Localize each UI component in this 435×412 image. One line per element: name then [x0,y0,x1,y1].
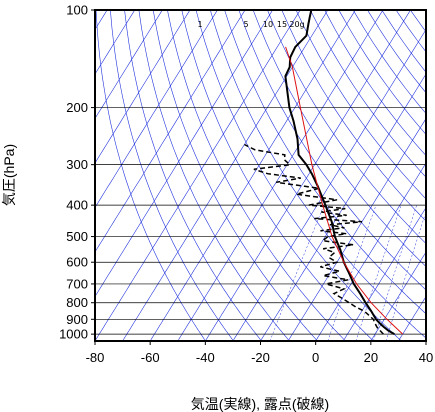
x-tick-label: 20 [364,350,378,365]
dry-adiabat-line [281,10,426,222]
isotherm-line [260,73,426,341]
dry-adiabat-line [295,10,426,200]
isotherm-line [95,10,246,253]
dry-adiabat-line [352,10,426,114]
mixing-ratio-label: 5 [243,20,248,29]
isotherm-line [177,10,384,341]
tick-layer: -80 -60 -40 -20 0 20 40 100 200 300 400 500 600 700 80… [59,3,433,366]
y-axis-title: 気圧(hPa) [1,144,17,206]
dry-adiabat-line [224,10,426,315]
y-tick-label: 400 [66,198,88,213]
isotherm-line [315,162,426,341]
temperature-line [284,10,395,335]
mixing-ratio-label: 1 [197,20,202,29]
dry-adiabat-line [252,10,426,267]
isotherm-line [95,10,191,164]
isotherm-line [287,117,426,341]
x-tick-label: 0 [312,350,319,365]
isotherm-line [95,10,301,341]
mixing-ratio-label: 20g [289,20,304,29]
mixing-ratio-labels: 1 5 10 15 20g [197,20,304,29]
dry-adiabat-line [410,10,426,33]
y-tick-label: 600 [66,255,88,270]
isotherm-line [95,10,218,209]
mixing-ratio-label: 15 [277,20,287,29]
dewpoint-line [244,143,384,335]
isoline-layer [95,10,426,341]
dry-adiabat-line [195,10,402,341]
dry-adiabat-line [310,10,426,178]
dry-adiabat-line [238,10,426,291]
dry-adiabat-line [367,10,426,94]
dry-adiabat-line [324,10,426,157]
isotherm-line [232,28,426,341]
x-tick-label: 40 [419,350,433,365]
x-tick-label: -60 [141,350,160,365]
isotherm-line [205,10,411,341]
y-tick-label: 1000 [59,327,88,342]
gridline-layer [95,10,426,335]
isotherm-line [425,340,426,341]
isotherm-line [122,10,329,341]
reference-line [285,46,404,335]
series-layer [244,10,404,335]
dry-adiabat-line [181,10,374,341]
y-tick-label: 900 [66,312,88,327]
y-tick-label: 300 [66,157,88,172]
dry-adiabat-line [381,10,426,73]
x-tick-label: -40 [196,350,215,365]
x-axis-title: 気温(実線), 露点(破線) [191,396,329,412]
isotherm-line [343,206,426,341]
y-tick-label: 200 [66,100,88,115]
x-tick-label: -80 [86,350,105,365]
mixing-ratio-line [269,205,325,341]
y-tick-label: 800 [66,295,88,310]
dry-adiabat-line [138,10,290,341]
y-tick-label: 700 [66,276,88,291]
dry-adiabat-line [267,10,426,245]
dry-adiabat-line [124,10,262,341]
isotherm-line [95,10,273,298]
dry-adiabat-line [152,10,318,341]
mixing-ratio-label: 10 [263,20,273,29]
isotherm-line [149,10,356,341]
y-tick-label: 500 [66,229,88,244]
isotherm-line [398,295,426,341]
x-tick-label: -20 [251,350,270,365]
dry-adiabat-line [95,10,206,341]
dry-adiabat-line [210,10,426,339]
dry-adiabat-line [167,10,346,341]
dry-adiabat-line [110,10,234,341]
y-tick-label: 100 [66,3,88,18]
